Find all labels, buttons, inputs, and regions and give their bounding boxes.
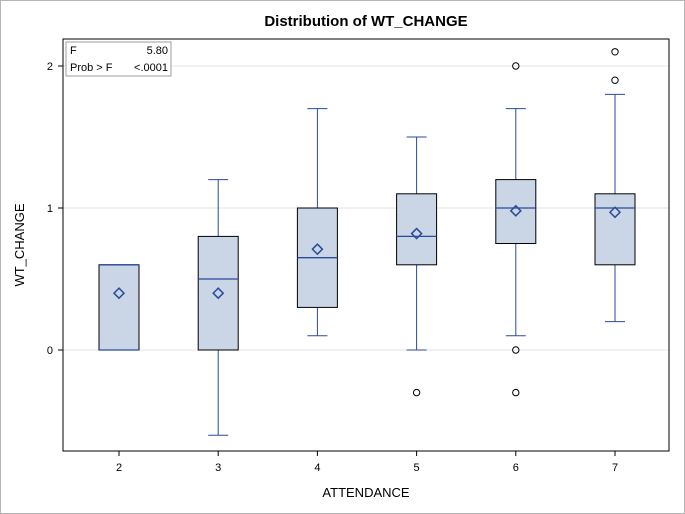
x-tick-label: 5 — [414, 462, 420, 474]
box-group — [197, 179, 239, 436]
mean-marker — [410, 227, 423, 240]
mean-marker — [509, 204, 522, 217]
inset-prob-label: Prob > F — [70, 62, 113, 74]
chart-title: Distribution of WT_CHANGE — [264, 13, 467, 30]
x-axis-label: ATTENDANCE — [322, 485, 409, 500]
axes: 0 1 2 2 3 4 5 6 7 — [47, 61, 618, 474]
outlier-point — [512, 62, 520, 70]
box-iqr — [495, 179, 537, 245]
x-tick-label: 7 — [612, 462, 618, 474]
outlier-point — [512, 388, 520, 397]
y-tick-label: 0 — [47, 345, 53, 357]
stats-inset-box — [65, 41, 172, 77]
y-tick-label: 1 — [47, 203, 53, 215]
box-iqr — [594, 193, 636, 266]
x-tick-label: 4 — [314, 462, 320, 474]
outlier-point — [611, 48, 619, 56]
grid-lines — [63, 65, 669, 351]
y-axis-label: WT_CHANGE — [12, 203, 27, 286]
box-group — [594, 48, 636, 323]
box-group — [98, 264, 140, 351]
outlier-point — [611, 76, 619, 84]
box-iqr — [98, 264, 140, 351]
outlier-point — [412, 388, 421, 397]
x-tick-label: 2 — [116, 462, 122, 474]
mean-marker — [212, 287, 225, 300]
mean-marker — [608, 206, 622, 219]
x-tick-label: 3 — [215, 462, 221, 474]
boxes — [98, 48, 636, 436]
x-tick-label: 6 — [513, 462, 519, 474]
box-group — [396, 136, 438, 397]
inset-f-label: F — [70, 45, 77, 57]
mean-marker — [311, 243, 324, 256]
box-group — [296, 108, 338, 337]
mean-marker — [112, 287, 126, 300]
box-group — [495, 62, 537, 397]
inset-f-value: 5.80 — [147, 45, 168, 57]
box-iqr — [197, 235, 239, 351]
y-tick-label: 2 — [47, 61, 53, 73]
outlier-point — [512, 346, 520, 354]
stats-inset: F 5.80 Prob > F <.0001 — [65, 41, 172, 77]
inset-prob-value: <.0001 — [134, 62, 168, 74]
plot-area-border — [62, 38, 670, 452]
